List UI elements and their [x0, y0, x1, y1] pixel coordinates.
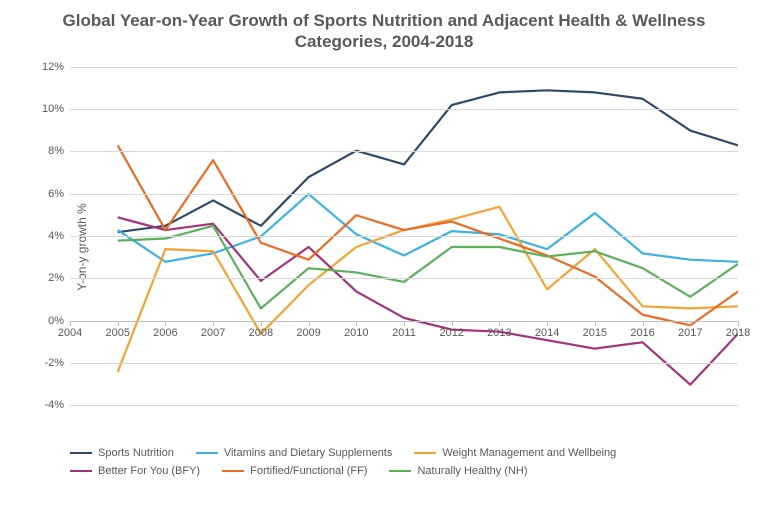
legend-label: Vitamins and Dietary Supplements [224, 447, 393, 459]
x-tick-label: 2008 [249, 321, 273, 339]
legend-label: Naturally Healthy (NH) [417, 465, 527, 477]
legend-swatch [389, 470, 411, 472]
x-tick-label: 2005 [105, 321, 129, 339]
gridline [70, 236, 738, 237]
y-tick-label: 10% [42, 103, 70, 115]
gridline [70, 151, 738, 152]
legend-swatch [222, 470, 244, 472]
x-tick-label: 2014 [535, 321, 559, 339]
legend-item: Fortified/Functional (FF) [222, 465, 367, 477]
x-tick-label: 2011 [392, 321, 416, 339]
line-series-svg [70, 67, 738, 427]
x-tick-label: 2018 [726, 321, 750, 339]
legend-swatch [70, 452, 92, 454]
legend-item: Weight Management and Wellbeing [414, 447, 616, 459]
x-tick-label: 2007 [201, 321, 225, 339]
x-tick-label: 2006 [153, 321, 177, 339]
gridline [70, 109, 738, 110]
chart-area: Y-on-y growth % -4%-2%0%2%4%6%8%10%12%20… [70, 67, 738, 427]
legend-item: Sports Nutrition [70, 447, 174, 459]
series-line [118, 206, 738, 371]
x-tick-label: 2010 [344, 321, 368, 339]
legend-swatch [414, 452, 436, 454]
legend-item: Vitamins and Dietary Supplements [196, 447, 393, 459]
x-tick-label: 2017 [678, 321, 702, 339]
chart-title: Global Year-on-Year Growth of Sports Nut… [0, 0, 768, 59]
x-tick-label: 2012 [439, 321, 463, 339]
series-line [118, 90, 738, 232]
legend-swatch [196, 452, 218, 454]
y-tick-label: -2% [44, 357, 70, 369]
series-line [118, 225, 738, 308]
x-tick-label: 2013 [487, 321, 511, 339]
legend-swatch [70, 470, 92, 472]
x-tick-label: 2004 [58, 321, 82, 339]
gridline [70, 194, 738, 195]
x-tick-label: 2015 [583, 321, 607, 339]
y-tick-label: -4% [44, 399, 70, 411]
gridline [70, 363, 738, 364]
legend-label: Fortified/Functional (FF) [250, 465, 367, 477]
legend-label: Better For You (BFY) [98, 465, 200, 477]
legend-label: Weight Management and Wellbeing [442, 447, 616, 459]
y-tick-label: 4% [48, 230, 70, 242]
series-line [118, 145, 738, 325]
y-tick-label: 2% [48, 272, 70, 284]
chart-plot: -4%-2%0%2%4%6%8%10%12%200420052006200720… [70, 67, 738, 427]
gridline [70, 67, 738, 68]
y-tick-label: 6% [48, 188, 70, 200]
legend: Sports Nutrition Vitamins and Dietary Sup… [0, 427, 768, 477]
gridline [70, 405, 738, 406]
legend-item: Naturally Healthy (NH) [389, 465, 527, 477]
x-tick-label: 2016 [630, 321, 654, 339]
x-tick-label: 2009 [296, 321, 320, 339]
legend-label: Sports Nutrition [98, 447, 174, 459]
legend-item: Better For You (BFY) [70, 465, 200, 477]
y-tick-label: 12% [42, 61, 70, 73]
gridline [70, 278, 738, 279]
y-tick-label: 8% [48, 145, 70, 157]
